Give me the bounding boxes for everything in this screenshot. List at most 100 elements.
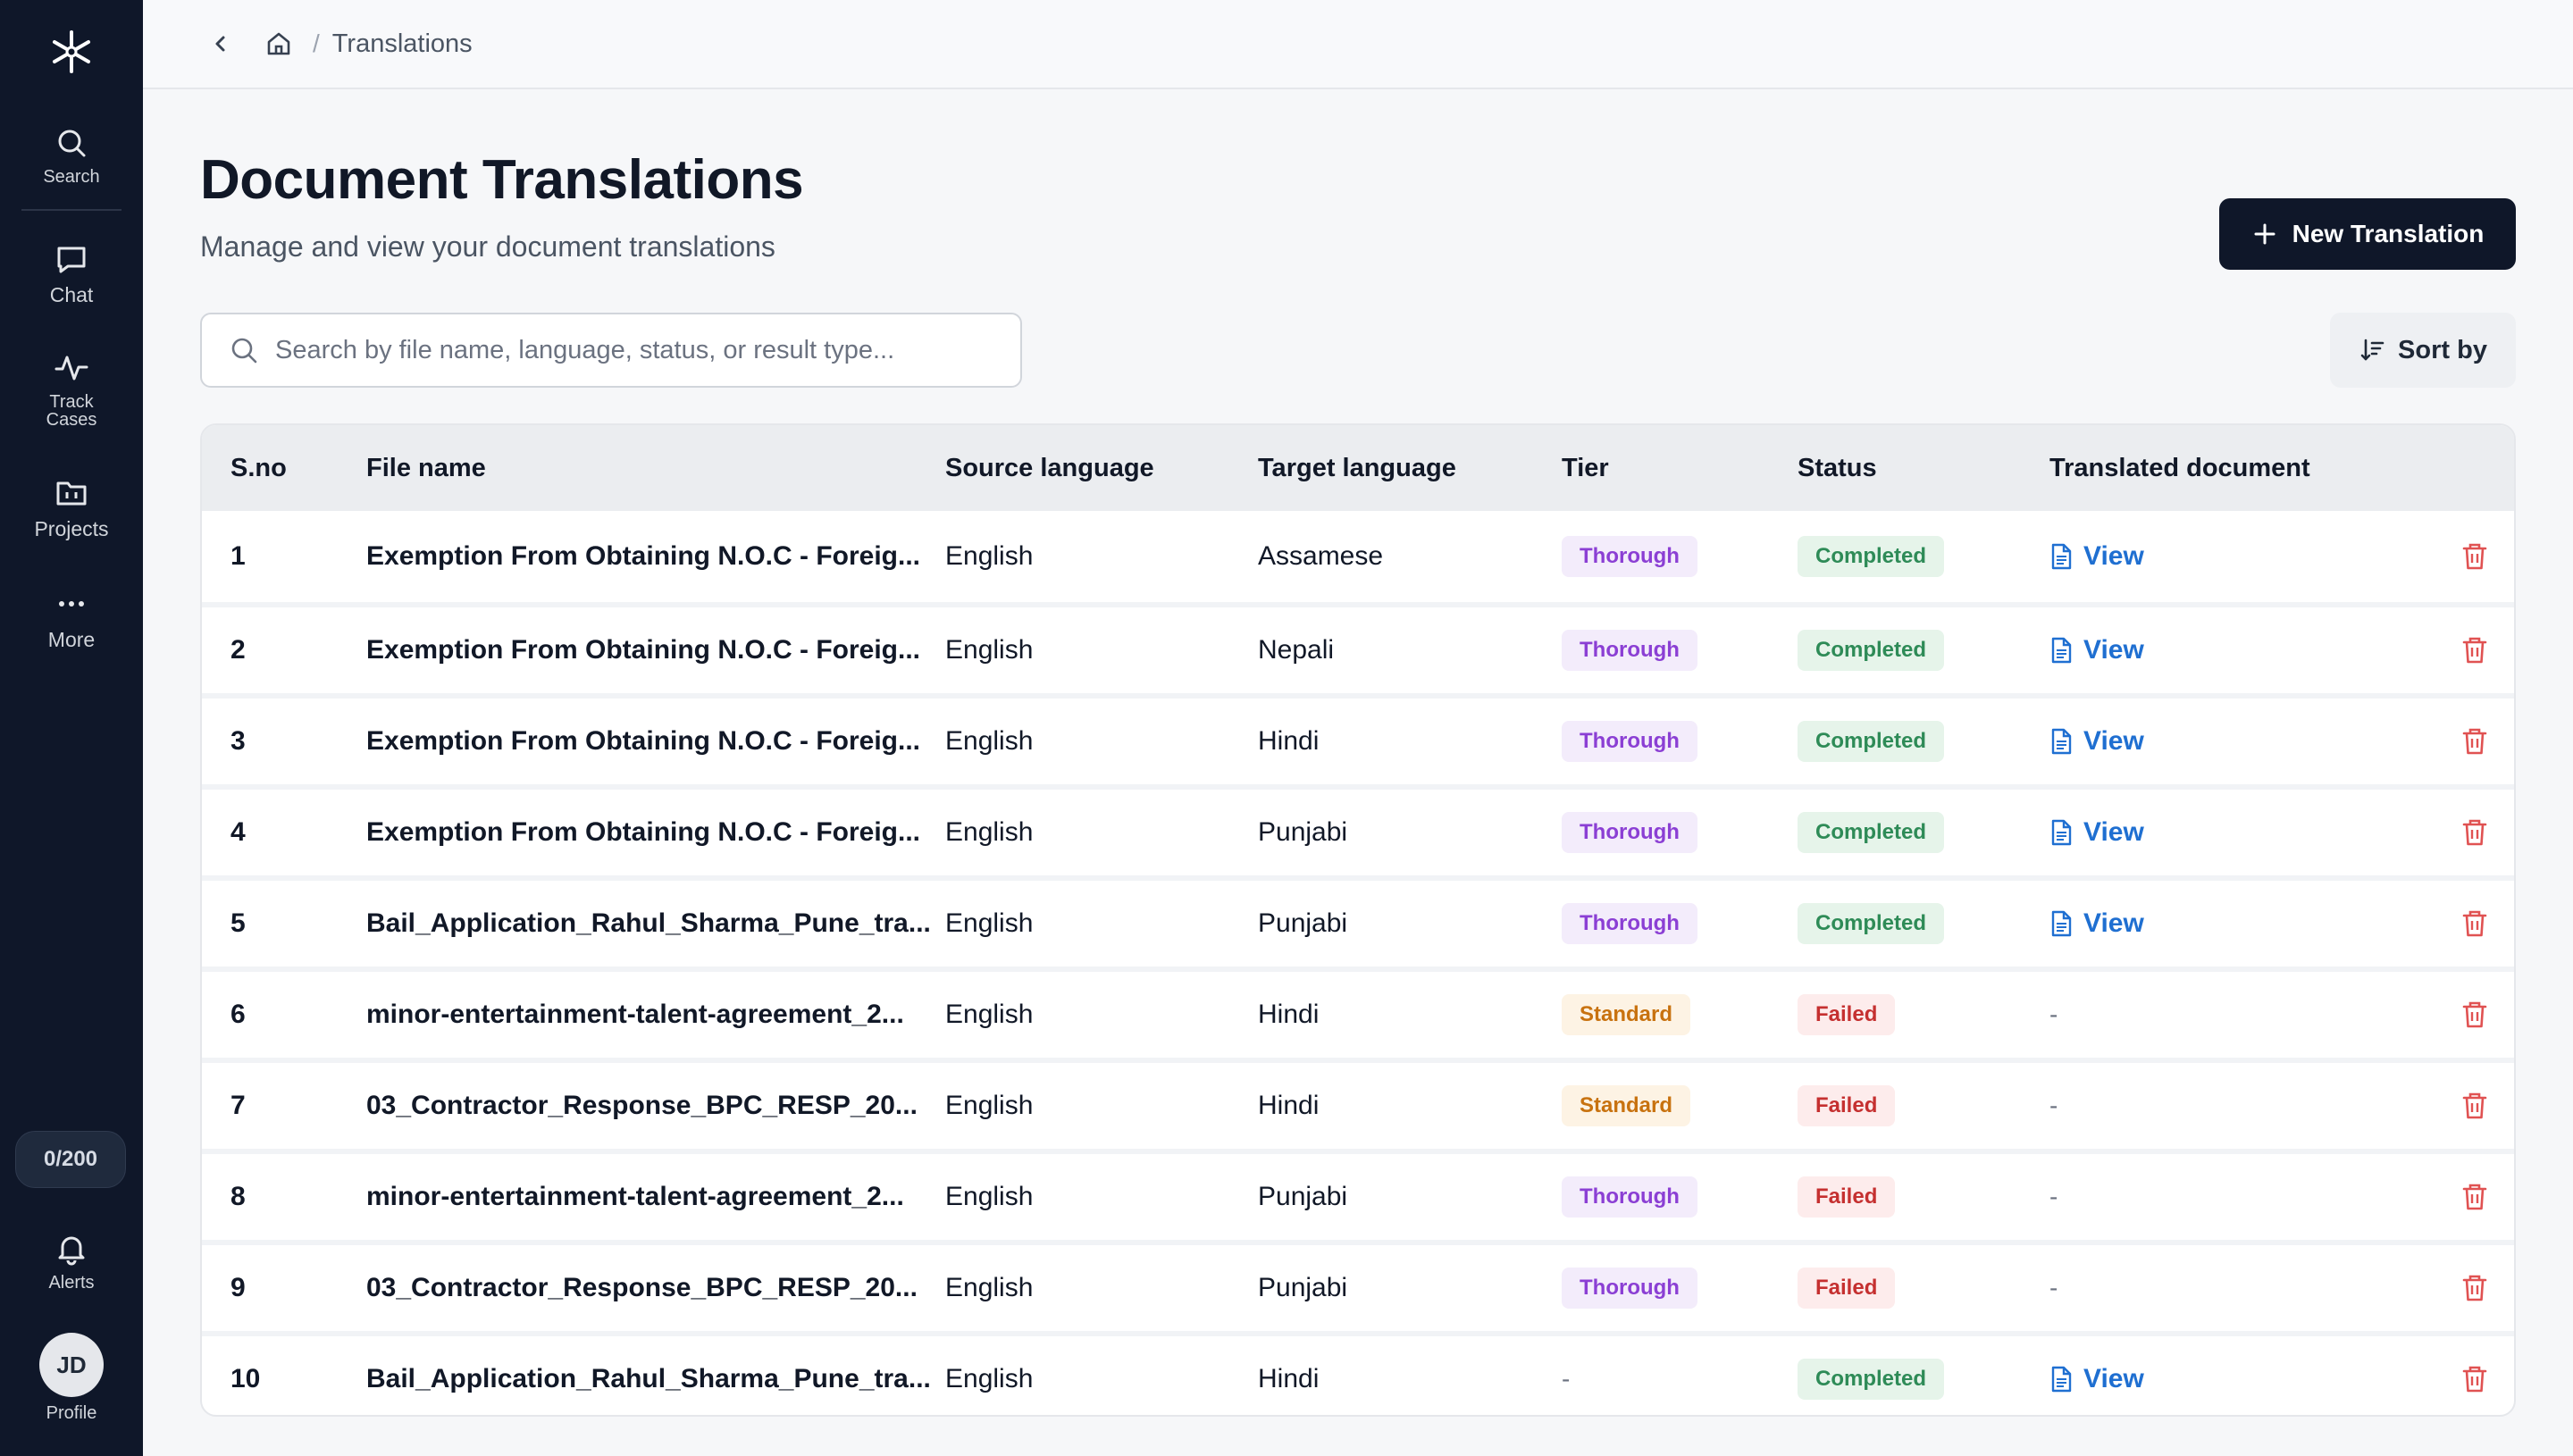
row-target-language: Hindi	[1258, 1364, 1320, 1393]
table-row[interactable]: 6 minor-entertainment-talent-agreement_2.…	[202, 966, 2514, 1058]
new-translation-button[interactable]: New Translation	[2219, 198, 2516, 270]
tier-badge: Thorough	[1562, 630, 1697, 671]
sidebar-item-projects[interactable]: Projects	[9, 475, 134, 540]
sidebar: Search Chat Track Cases Projects More 0/…	[0, 0, 143, 1456]
row-file-name[interactable]: Exemption From Obtaining N.O.C - Foreig.…	[366, 635, 921, 665]
table-row[interactable]: 7 03_Contractor_Response_BPC_RESP_20... En…	[202, 1058, 2514, 1149]
view-label: View	[2083, 726, 2144, 756]
column-header-source-language[interactable]: Source language	[945, 453, 1154, 482]
view-document-link[interactable]: View	[2049, 1364, 2144, 1394]
table-row[interactable]: 10 Bail_Application_Rahul_Sharma_Pune_tra…	[202, 1331, 2514, 1415]
table-row[interactable]: 2 Exemption From Obtaining N.O.C - Foreig…	[202, 602, 2514, 693]
row-sno: 4	[230, 817, 246, 847]
page-subtitle: Manage and view your document translatio…	[200, 230, 775, 263]
search-icon	[231, 338, 257, 364]
row-sno: 3	[230, 726, 246, 756]
row-source-language: English	[945, 1364, 1034, 1393]
view-document-link[interactable]: View	[2049, 541, 2144, 572]
view-document-link[interactable]: View	[2049, 726, 2144, 757]
tier-badge: Thorough	[1562, 1268, 1697, 1309]
sidebar-item-more[interactable]: More	[9, 586, 134, 650]
trash-icon[interactable]	[2459, 816, 2491, 849]
row-file-name[interactable]: 03_Contractor_Response_BPC_RESP_20...	[366, 1091, 918, 1120]
row-file-name[interactable]: Bail_Application_Rahul_Sharma_Pune_tra..…	[366, 1364, 931, 1393]
table-row[interactable]: 8 minor-entertainment-talent-agreement_2.…	[202, 1149, 2514, 1240]
view-label: View	[2083, 1364, 2144, 1393]
view-document-link[interactable]: View	[2049, 817, 2144, 848]
activity-icon	[54, 356, 88, 381]
plus-icon	[2254, 223, 2275, 245]
row-file-name[interactable]: minor-entertainment-talent-agreement_2..…	[366, 1000, 904, 1029]
document-icon	[2051, 910, 2072, 937]
sidebar-item-chat[interactable]: Chat	[9, 241, 134, 305]
column-header-status[interactable]: Status	[1798, 453, 1877, 482]
trash-icon[interactable]	[2459, 1363, 2491, 1395]
status-badge: Completed	[1798, 812, 1945, 853]
document-icon	[2051, 819, 2072, 846]
tier-badge: Thorough	[1562, 903, 1697, 944]
view-label: View	[2083, 635, 2144, 665]
sidebar-item-label: Profile	[46, 1403, 97, 1423]
status-badge: Completed	[1798, 903, 1945, 944]
home-breadcrumb[interactable]	[261, 26, 297, 62]
trash-icon[interactable]	[2459, 1181, 2491, 1213]
view-document-link[interactable]: View	[2049, 635, 2144, 665]
sidebar-item-search[interactable]: Search	[9, 125, 134, 186]
status-badge: Completed	[1798, 536, 1945, 577]
column-header-file-name[interactable]: File name	[366, 453, 486, 482]
row-file-name[interactable]: Exemption From Obtaining N.O.C - Foreig.…	[366, 726, 921, 756]
sort-button[interactable]: Sort by	[2330, 313, 2516, 388]
sidebar-item-profile[interactable]: JD Profile	[9, 1333, 134, 1422]
row-source-language: English	[945, 1000, 1034, 1029]
sidebar-item-label: Track Cases	[46, 392, 97, 430]
trash-icon[interactable]	[2459, 725, 2491, 757]
view-label: View	[2083, 541, 2144, 571]
table-row[interactable]: 4 Exemption From Obtaining N.O.C - Foreig…	[202, 784, 2514, 875]
back-button[interactable]	[205, 29, 236, 59]
column-header-tier[interactable]: Tier	[1562, 453, 1609, 482]
trash-icon[interactable]	[2459, 634, 2491, 666]
document-icon	[2051, 728, 2072, 755]
credits-counter[interactable]: 0/200	[15, 1131, 126, 1188]
column-header-target-language[interactable]: Target language	[1258, 453, 1456, 482]
trash-icon[interactable]	[2459, 999, 2491, 1031]
row-target-language: Punjabi	[1258, 817, 1348, 847]
search-input[interactable]	[275, 335, 1008, 365]
table-row[interactable]: 5 Bail_Application_Rahul_Sharma_Pune_tra.…	[202, 875, 2514, 966]
tier-badge: Standard	[1562, 994, 1691, 1035]
translations-table: S.no File name Source language Target la…	[200, 423, 2516, 1417]
column-header-translated-document[interactable]: Translated document	[2049, 453, 2310, 482]
trash-icon[interactable]	[2459, 1272, 2491, 1304]
breadcrumb-current: Translations	[331, 29, 473, 58]
status-badge: Failed	[1798, 994, 1896, 1035]
no-document: -	[2049, 1183, 2058, 1210]
sidebar-item-label: Projects	[34, 517, 109, 540]
sidebar-item-track-cases[interactable]: Track Cases	[9, 350, 134, 429]
asterisk-logo-icon	[53, 30, 90, 73]
view-document-link[interactable]: View	[2049, 908, 2144, 939]
app-logo[interactable]	[45, 25, 98, 79]
more-icon	[59, 601, 84, 607]
document-icon	[2051, 637, 2072, 664]
sidebar-item-alerts[interactable]: Alerts	[9, 1231, 134, 1292]
column-header-sno[interactable]: S.no	[230, 453, 287, 482]
row-target-language: Hindi	[1258, 1091, 1320, 1120]
row-source-language: English	[945, 908, 1034, 938]
row-file-name[interactable]: Exemption From Obtaining N.O.C - Foreig.…	[366, 817, 921, 847]
row-file-name[interactable]: 03_Contractor_Response_BPC_RESP_20...	[366, 1273, 918, 1302]
table-row[interactable]: 9 03_Contractor_Response_BPC_RESP_20... En…	[202, 1240, 2514, 1331]
page-title: Document Translations	[200, 149, 804, 211]
no-document: -	[2049, 1000, 2058, 1028]
status-badge: Failed	[1798, 1176, 1896, 1218]
trash-icon[interactable]	[2459, 540, 2491, 573]
view-label: View	[2083, 817, 2144, 847]
row-file-name[interactable]: minor-entertainment-talent-agreement_2..…	[366, 1182, 904, 1211]
trash-icon[interactable]	[2459, 908, 2491, 940]
search-icon	[58, 130, 86, 157]
row-file-name[interactable]: Exemption From Obtaining N.O.C - Foreig.…	[366, 541, 921, 571]
table-row[interactable]: 3 Exemption From Obtaining N.O.C - Foreig…	[202, 693, 2514, 784]
row-file-name[interactable]: Bail_Application_Rahul_Sharma_Pune_tra..…	[366, 908, 931, 938]
table-body: 1 Exemption From Obtaining N.O.C - Foreig…	[202, 511, 2514, 1415]
table-row[interactable]: 1 Exemption From Obtaining N.O.C - Foreig…	[202, 511, 2514, 602]
trash-icon[interactable]	[2459, 1090, 2491, 1122]
